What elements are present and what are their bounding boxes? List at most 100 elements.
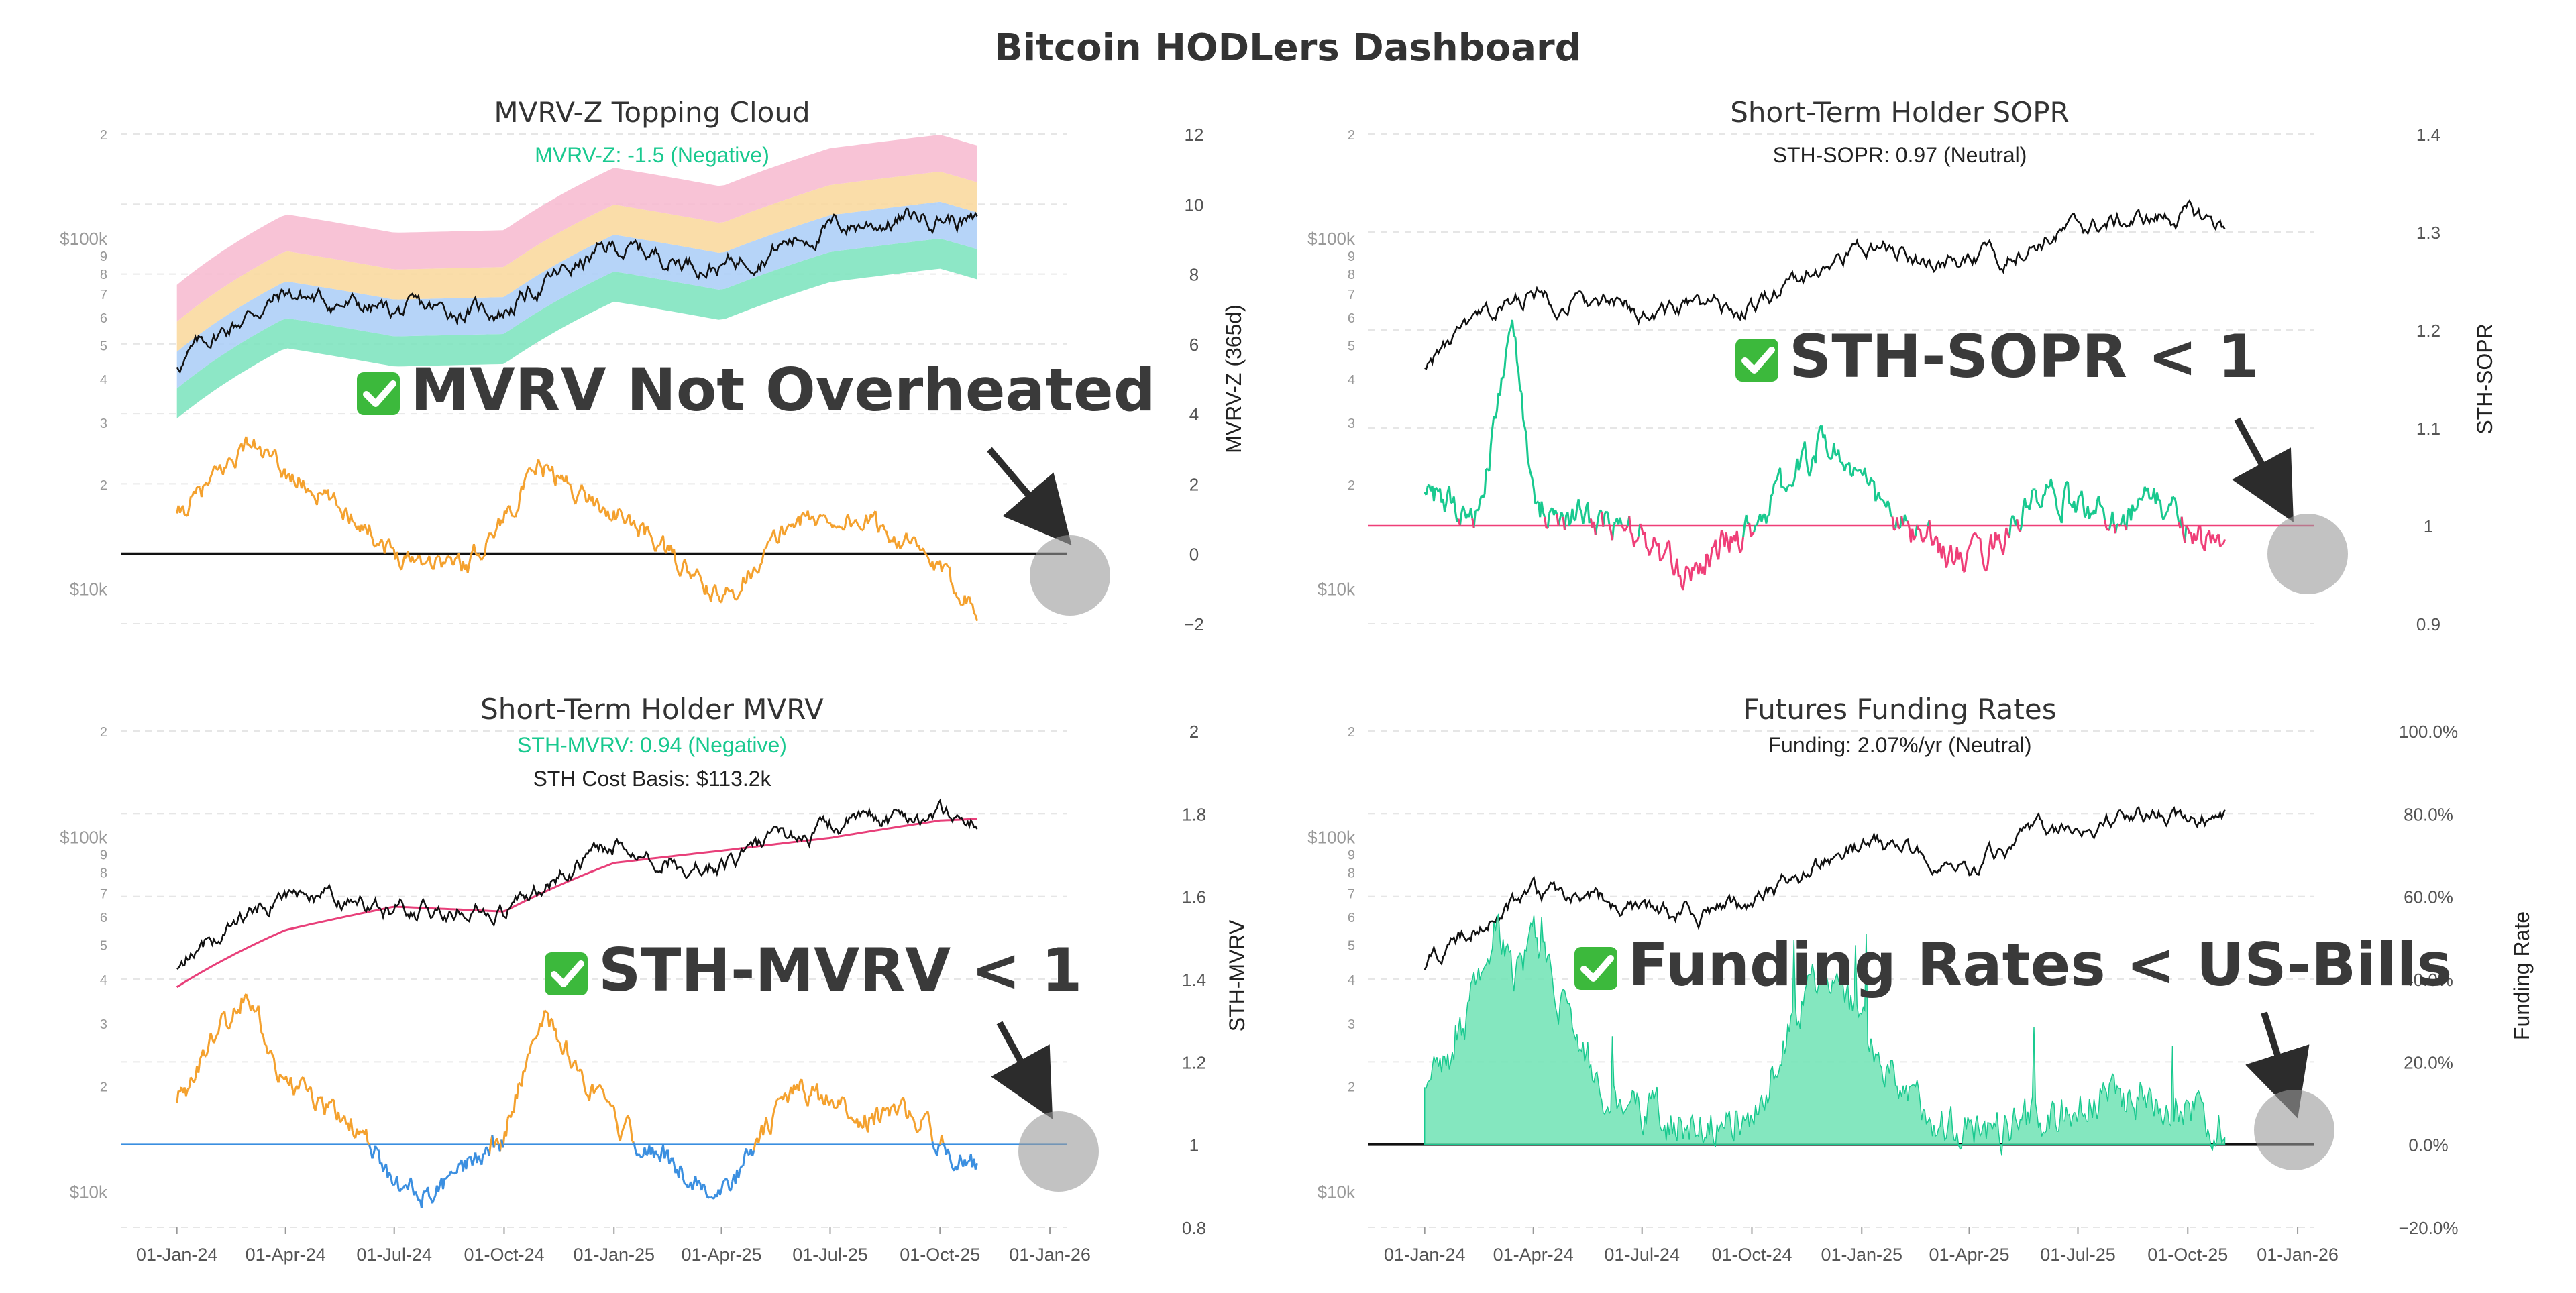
x-tick-label: 01-Jan-24 [136, 1245, 218, 1265]
price-tick-label: $100k [60, 229, 108, 249]
funding-rates-panel: $10k $100k 2 3 4 5 6 7 8 9 2 100.0% 80.0% 60.0% 40.0% 2… [1307, 722, 2458, 1265]
y2-label-sth-mvrv: STH-MVRV [1225, 919, 1249, 1031]
price-tick-label: 2 [1348, 478, 1355, 493]
subtitle-sth-cost-basis: STH Cost Basis: $113.2k [533, 767, 771, 791]
price-tick-label: 2 [1348, 1080, 1355, 1094]
y2-tick-label: 6 [1189, 335, 1199, 355]
y2-tick-label: 1.2 [1182, 1052, 1206, 1072]
price-tick-label: 5 [1348, 939, 1355, 954]
x-tick-label: 01-Oct-25 [900, 1245, 980, 1265]
x-tick-label: 01-Jul-24 [356, 1245, 432, 1265]
y2-tick-label: 0.9 [2416, 614, 2440, 634]
metric-line-below [392, 549, 978, 621]
y2-tick-label: 4 [1189, 404, 1199, 425]
check-mark-icon [1735, 339, 1778, 382]
highlight-circle-sth-mvrv [1018, 1111, 1099, 1192]
y2-tick-label: 10 [1185, 194, 1204, 215]
metric-line-above [176, 993, 945, 1156]
price-line [176, 798, 978, 970]
y2-tick-label: −2 [1184, 614, 1204, 634]
metric-line-above [176, 436, 926, 560]
price-tick-label: 7 [1348, 288, 1355, 302]
price-tick-label: 7 [1348, 887, 1355, 901]
x-tick-label: 01-Oct-24 [464, 1245, 544, 1265]
y2-tick-label: 1 [1189, 1135, 1199, 1156]
x-tick-label: 01-Jan-25 [573, 1245, 655, 1265]
arrow-funding [2245, 1011, 2310, 1119]
highlight-circle-sopr [2267, 514, 2348, 594]
check-mark-icon [357, 372, 400, 415]
x-tick-label: 01-Apr-25 [1929, 1245, 2009, 1265]
price-tick-label: 9 [1348, 249, 1355, 264]
y2-tick-label: 1.3 [2416, 223, 2440, 243]
funding-area [1424, 913, 2226, 1156]
y2-tick-label: 20.0% [2404, 1052, 2453, 1072]
y2-tick-label: 100.0% [2399, 722, 2458, 742]
x-tick-label: 01-Jul-25 [2040, 1245, 2116, 1265]
callout-arrows [987, 417, 2348, 1192]
price-tick-label: 9 [100, 848, 107, 863]
callout-mvrv: MVRV Not Overheated [357, 355, 1156, 425]
y2-tick-label: 0 [1189, 545, 1199, 565]
price-tick-label: 8 [1348, 866, 1355, 881]
price-tick-label: 6 [100, 911, 107, 925]
page-title: Bitcoin HODLers Dashboard [994, 26, 1581, 70]
y2-tick-label: 1.6 [1182, 887, 1206, 907]
y2-label-funding: Funding Rate [2510, 911, 2534, 1040]
highlight-circle-funding [2254, 1090, 2334, 1170]
y2-tick-label: 1.2 [2416, 321, 2440, 341]
price-tick-label: 2 [100, 478, 107, 493]
y2-tick-label: 8 [1189, 265, 1199, 285]
cloud-band [176, 238, 977, 419]
check-mark-icon [1574, 947, 1617, 990]
sth-sopr-panel: $10k $100k 2 3 4 5 6 7 8 9 2 1.4 1.3 1.2 1.1 1 0.9 [1307, 125, 2440, 634]
y2-tick-label: 1 [2424, 516, 2433, 537]
price-tick-label: 8 [1348, 268, 1355, 282]
price-tick-label: $100k [1307, 827, 1356, 847]
y2-tick-label: 80.0% [2404, 804, 2453, 824]
x-tick-label: 01-Apr-25 [681, 1245, 761, 1265]
y2-tick-label: −20.0% [2399, 1218, 2459, 1238]
subtitle-mvrv-z: MVRV-Z: -1.5 (Negative) [535, 143, 769, 167]
price-tick-label: $100k [60, 827, 108, 847]
cloud-band [176, 171, 977, 352]
price-tick-label: 9 [100, 249, 107, 264]
callout-text-sopr: STH-SOPR < 1 [1789, 322, 2259, 391]
highlight-circle-mvrv [1030, 535, 1110, 616]
price-line [176, 207, 978, 374]
metric-line-below [368, 1135, 978, 1208]
mvrv-z-panel: $10k $100k 2 3 4 5 6 7 8 9 2 12 10 8 6 4 2 0 −2 [60, 125, 1204, 634]
y2-tick-label: 2 [1189, 474, 1199, 494]
price-tick-label: 2 [1348, 725, 1355, 740]
price-tick-label: 5 [100, 339, 107, 353]
x-tick-label: 01-Jan-24 [1384, 1245, 1466, 1265]
y2-tick-label: 60.0% [2404, 887, 2453, 907]
check-mark-icon [545, 952, 588, 995]
subtitle-sth-mvrv: STH-MVRV: 0.94 (Negative) [517, 733, 787, 757]
price-tick-label: 5 [1348, 339, 1355, 353]
price-tick-label: 2 [100, 1080, 107, 1094]
price-tick-label: 6 [1348, 311, 1355, 326]
chart-title-sth-sopr: Short-Term Holder SOPR [1730, 96, 2069, 129]
price-tick-label: 4 [100, 973, 107, 988]
arrow-mvrv [987, 447, 1072, 545]
callout-funding: Funding Rates < US-Bills [1574, 930, 2452, 999]
price-tick-label: $10k [70, 579, 108, 599]
subtitle-sth-sopr: STH-SOPR: 0.97 (Neutral) [1773, 143, 2027, 167]
chart-title-sth-mvrv: Short-Term Holder MVRV [480, 693, 824, 726]
metric-line-below [1457, 512, 2226, 591]
price-line [1424, 199, 2226, 370]
price-tick-label: 3 [100, 416, 107, 431]
y2-tick-label: 0.8 [1182, 1218, 1206, 1238]
y2-tick-label: 2 [1189, 722, 1199, 742]
price-tick-label: 6 [100, 311, 107, 326]
x-tick-label: 01-Apr-24 [1493, 1245, 1574, 1265]
y2-tick-label: 12 [1185, 125, 1204, 145]
x-tick-label: 01-Oct-25 [2147, 1245, 2228, 1265]
y2-tick-label: 1.8 [1182, 804, 1206, 824]
callout-sopr: STH-SOPR < 1 [1735, 322, 2259, 391]
x-tick-label: 01-Apr-24 [246, 1245, 326, 1265]
price-tick-label: 5 [100, 939, 107, 954]
